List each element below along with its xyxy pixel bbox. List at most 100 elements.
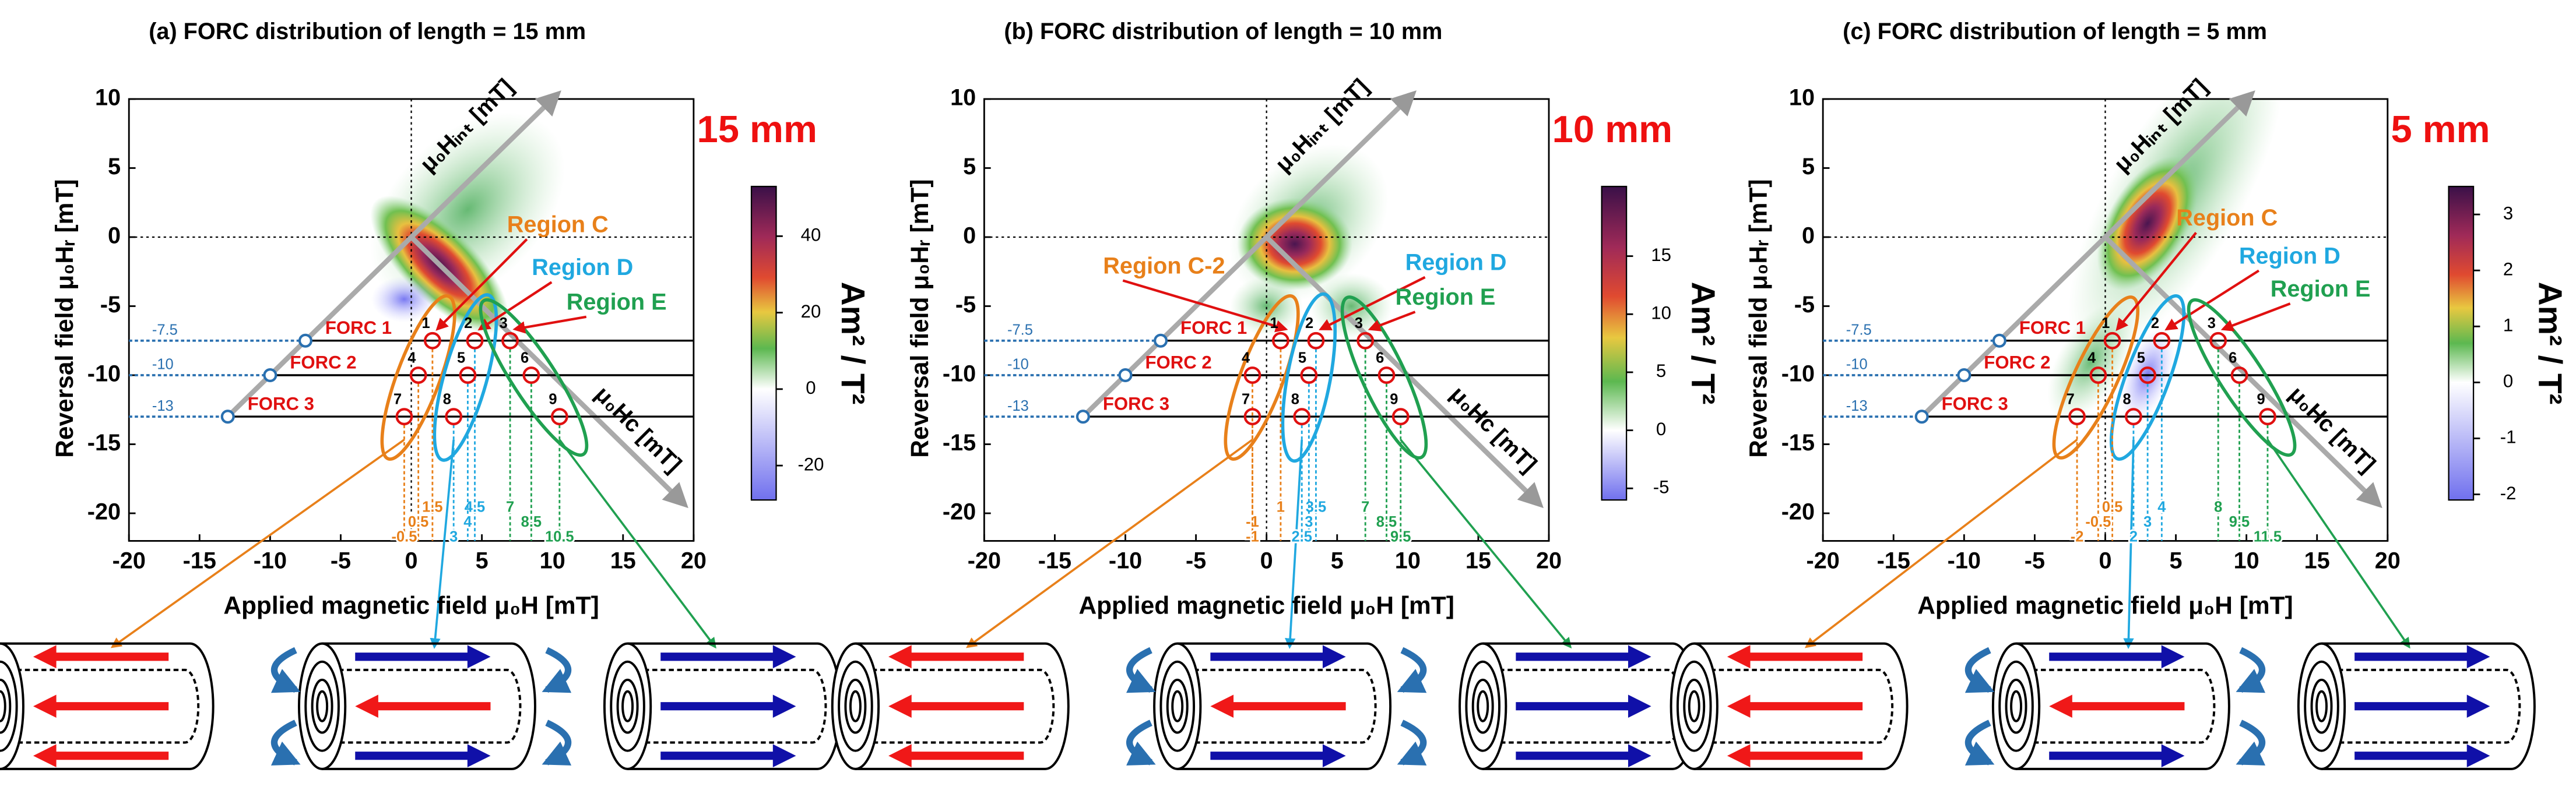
cylinder-end (1683, 678, 1706, 734)
point-label: 5 (457, 350, 465, 366)
curl-arrow (1964, 720, 1995, 766)
colorbar-tick-label: 3 (2503, 203, 2513, 223)
cylinder-end (610, 660, 645, 752)
length-label: 5 mm (2391, 108, 2490, 150)
colorbar-tick-label: 0 (2503, 371, 2513, 392)
cylinder-end (1171, 690, 1184, 722)
curl-arrow (1397, 647, 1427, 693)
forc-point (1243, 408, 1261, 425)
forc-point (2259, 408, 2276, 425)
cylinder-inner (1177, 668, 1377, 744)
region-pointer (2164, 269, 2260, 331)
point-label: 8 (2122, 392, 2131, 408)
y-tick-label: -10 (943, 361, 976, 386)
point-x-label: 4 (463, 514, 472, 530)
forc-start (220, 410, 235, 424)
hc-axis (409, 235, 688, 509)
colorbar (1601, 185, 1628, 501)
spin-arrow-head (2466, 645, 2490, 669)
hint-axis (1081, 90, 1417, 419)
cylinder-end (1159, 660, 1196, 752)
cylinder-end (2304, 660, 2339, 752)
forc-value-label: -10 (1007, 357, 1029, 373)
region-pointer (2220, 302, 2291, 332)
point-label: 2 (464, 315, 472, 332)
forc-point (2139, 366, 2157, 384)
y-axis-label: Reversal field μ₀Hᵣ [mT] (1745, 179, 1773, 457)
magnetization-sketch (1126, 642, 1427, 770)
region-link (1285, 439, 1303, 649)
forc-start (1957, 368, 1971, 383)
cylinder-end (316, 690, 329, 722)
panel-title: (a) FORC distribution of length = 15 mm (149, 19, 586, 44)
forc-name: FORC 2 (1145, 352, 1212, 372)
colorbar-tick-label: 0 (1656, 419, 1666, 439)
length-label: 15 mm (697, 108, 817, 150)
point-x-label: -1 (1246, 528, 1259, 545)
point-label: 3 (2208, 315, 2216, 332)
point-x-label: -2 (2071, 528, 2084, 545)
forc-point (2089, 366, 2107, 384)
colorbar (750, 185, 777, 501)
point-x-label: 2 (2129, 528, 2138, 545)
cylinder-end (838, 660, 873, 752)
y-tick-label: -15 (943, 430, 976, 456)
x-tick-label: 20 (2375, 548, 2401, 574)
point-label: 5 (2137, 350, 2145, 366)
point-label: 3 (500, 315, 508, 332)
spin-arrow-head (467, 744, 491, 768)
point-label: 7 (1242, 392, 1250, 408)
forc-point (424, 332, 441, 350)
forc-point (459, 366, 477, 384)
y-tick-label: -5 (100, 292, 121, 318)
point-x-label: 7 (1361, 499, 1369, 516)
length-label: 10 mm (1552, 108, 1672, 150)
region-link (2123, 439, 2135, 649)
y-tick-label: -15 (87, 430, 121, 456)
y-tick-label: 0 (108, 223, 121, 248)
spin-arrow-head (772, 744, 796, 768)
spin-arrow-head (772, 645, 796, 669)
cylinder-inner (627, 668, 827, 744)
point-x-label: -1 (1246, 514, 1259, 530)
region-label: Region D (2239, 243, 2340, 269)
x-tick-label: 10 (540, 548, 565, 574)
point-x-label: 8.5 (1376, 514, 1397, 530)
colorbar-tick-label: 1 (2503, 315, 2513, 336)
spin-arrow-head (2049, 694, 2072, 718)
point-label: 7 (393, 392, 402, 408)
curl-arrow (1964, 647, 1995, 693)
forc-point (1300, 366, 1318, 384)
x-tick-label: -10 (1948, 548, 1981, 574)
region-pointer (1368, 311, 1416, 332)
region-label: Region C (507, 211, 609, 237)
forc-point (1356, 332, 1375, 350)
cylinder-inner (855, 668, 1055, 744)
curl-arrow (2236, 647, 2266, 693)
region-outline (1281, 292, 1337, 463)
spin-arrow-head (355, 694, 378, 718)
hint-axis (226, 90, 561, 419)
colorbar-tick-label: 40 (801, 225, 821, 245)
spin-arrow-head (2161, 744, 2185, 768)
point-x-label: 9.5 (2229, 514, 2250, 530)
forc-start (1154, 333, 1168, 348)
point-x-label: 2.5 (1292, 528, 1312, 545)
cylinder-end (0, 642, 24, 770)
forc-point (1391, 408, 1410, 425)
cylinder-body (0, 642, 215, 770)
density-blob (371, 276, 438, 323)
x-tick-label: -10 (1109, 548, 1142, 574)
x-tick-label: -10 (254, 548, 287, 574)
cylinder-body (855, 642, 1070, 770)
cylinder-inner (2016, 668, 2216, 744)
colorbar-tick-label: 0 (806, 378, 816, 398)
region-label: Region C-2 (1103, 253, 1225, 278)
forc-point (550, 408, 568, 425)
cylinder-body (1177, 642, 1392, 770)
x-tick-label: 0 (2099, 548, 2111, 574)
forc-point (1293, 408, 1311, 425)
spin-arrow-head (33, 645, 57, 669)
region-link (1804, 439, 2078, 648)
colorbar-tick-label: 20 (801, 301, 821, 322)
